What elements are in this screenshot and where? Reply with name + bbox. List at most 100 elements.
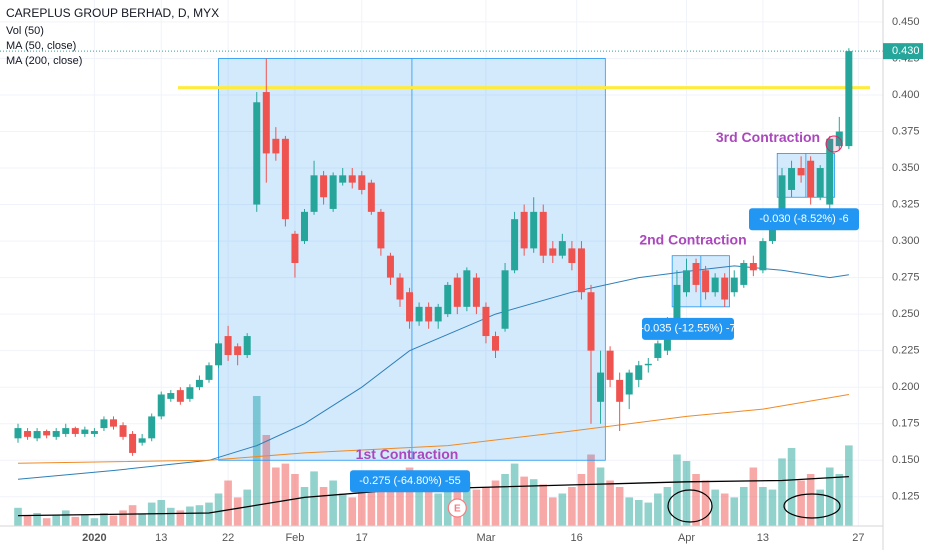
candle-body (721, 277, 729, 300)
volume-bar (663, 487, 672, 526)
measure-label: -0.030 (-8.52%) -6 (759, 213, 848, 225)
candle-body (157, 394, 165, 417)
volume-bar (816, 489, 824, 526)
candle-body (434, 306, 442, 322)
candle-body (587, 292, 595, 351)
candle-body (768, 226, 776, 242)
volume-bar (845, 445, 853, 526)
candle-body (730, 277, 738, 293)
y-tick-label: 0.150 (892, 454, 920, 466)
candle-body (749, 263, 757, 271)
measure-pill (642, 317, 734, 340)
candle-body (472, 277, 480, 307)
volume-bar (100, 513, 108, 526)
candle-body (625, 372, 633, 395)
volume-bar (692, 474, 700, 526)
candle-body (234, 346, 242, 356)
candle-body (339, 175, 347, 183)
volume-bar (577, 474, 586, 526)
volume-bar (42, 518, 51, 526)
candle-body (845, 51, 853, 147)
volume-ma-line (17, 475, 849, 517)
candle-body (778, 175, 786, 212)
volume-bar (224, 480, 232, 526)
candle-body (272, 138, 280, 154)
volume-bar (281, 463, 290, 526)
candle-body (692, 263, 700, 285)
candle-body (482, 306, 490, 337)
y-tick-label: 0.300 (892, 235, 920, 247)
volume-bar (491, 480, 500, 526)
candle-body (129, 433, 137, 453)
volume-bar (176, 510, 185, 526)
volume-bar (587, 454, 595, 526)
last-price-label: 0.430 (892, 45, 920, 57)
volume-bar (778, 458, 786, 526)
candle-body (644, 363, 652, 366)
candle-body (558, 241, 566, 256)
candle-body (549, 248, 557, 256)
measure-label: -0.275 (-64.80%) -55 (359, 475, 461, 487)
measure-pill (749, 208, 859, 231)
y-tick-label: 0.175 (892, 418, 920, 430)
candle-body (683, 270, 690, 293)
candle-body (530, 211, 538, 249)
candle-body (425, 306, 433, 322)
volume-bar (730, 497, 739, 526)
candle-body (597, 372, 605, 402)
legend-item: Vol (50) (6, 25, 44, 37)
candle-body (788, 168, 796, 190)
earnings-label: E (454, 504, 461, 515)
candle-body (453, 277, 461, 307)
volume-bar (109, 515, 118, 526)
candle-body (62, 428, 70, 434)
volume-bar (243, 489, 251, 526)
volume-bar (424, 489, 433, 526)
candle-body (797, 168, 805, 176)
volume-bar (310, 471, 318, 526)
candle-body (43, 431, 51, 436)
candle-body (100, 419, 108, 429)
volume-bar (377, 476, 385, 526)
candle-body (33, 431, 41, 439)
candle-body (520, 211, 528, 249)
candle-body (386, 255, 394, 278)
volume-bar (272, 467, 280, 526)
volume-bar (701, 480, 710, 526)
volume-bar (291, 474, 299, 526)
volume-bar (759, 487, 767, 526)
candle-body (291, 233, 299, 263)
volume-bar (23, 515, 32, 526)
volume-bar (510, 463, 519, 526)
volume-bar (634, 500, 643, 526)
volume-bar (386, 471, 395, 526)
volume-bar (195, 505, 204, 526)
x-tick-label: Mar (476, 532, 495, 544)
price-pane (14, 48, 853, 480)
volume-bar (405, 467, 414, 526)
x-tick-label: 17 (356, 532, 368, 544)
y-tick-label: 0.250 (892, 308, 920, 320)
volume-bar (568, 487, 576, 526)
candle-body (52, 431, 60, 437)
candle-body (138, 438, 146, 443)
volume-bar (52, 515, 60, 526)
candle-body (24, 431, 32, 437)
volume-bar (167, 507, 175, 526)
candle-body (119, 425, 127, 437)
candle-body (320, 175, 328, 198)
volume-bar (33, 513, 41, 526)
y-tick-label: 0.200 (892, 381, 920, 393)
volume-bar (529, 479, 538, 526)
y-tick-label: 0.225 (892, 345, 920, 357)
candle-body (654, 343, 662, 358)
candle-body (90, 431, 98, 434)
candle-body (176, 390, 184, 402)
candle-body (71, 428, 79, 434)
candle-body (673, 284, 681, 322)
volume-bar (128, 505, 137, 526)
candle-body (215, 343, 223, 366)
highlight-circle (825, 135, 843, 153)
volume-bar (71, 516, 80, 526)
candle-body (243, 336, 251, 356)
